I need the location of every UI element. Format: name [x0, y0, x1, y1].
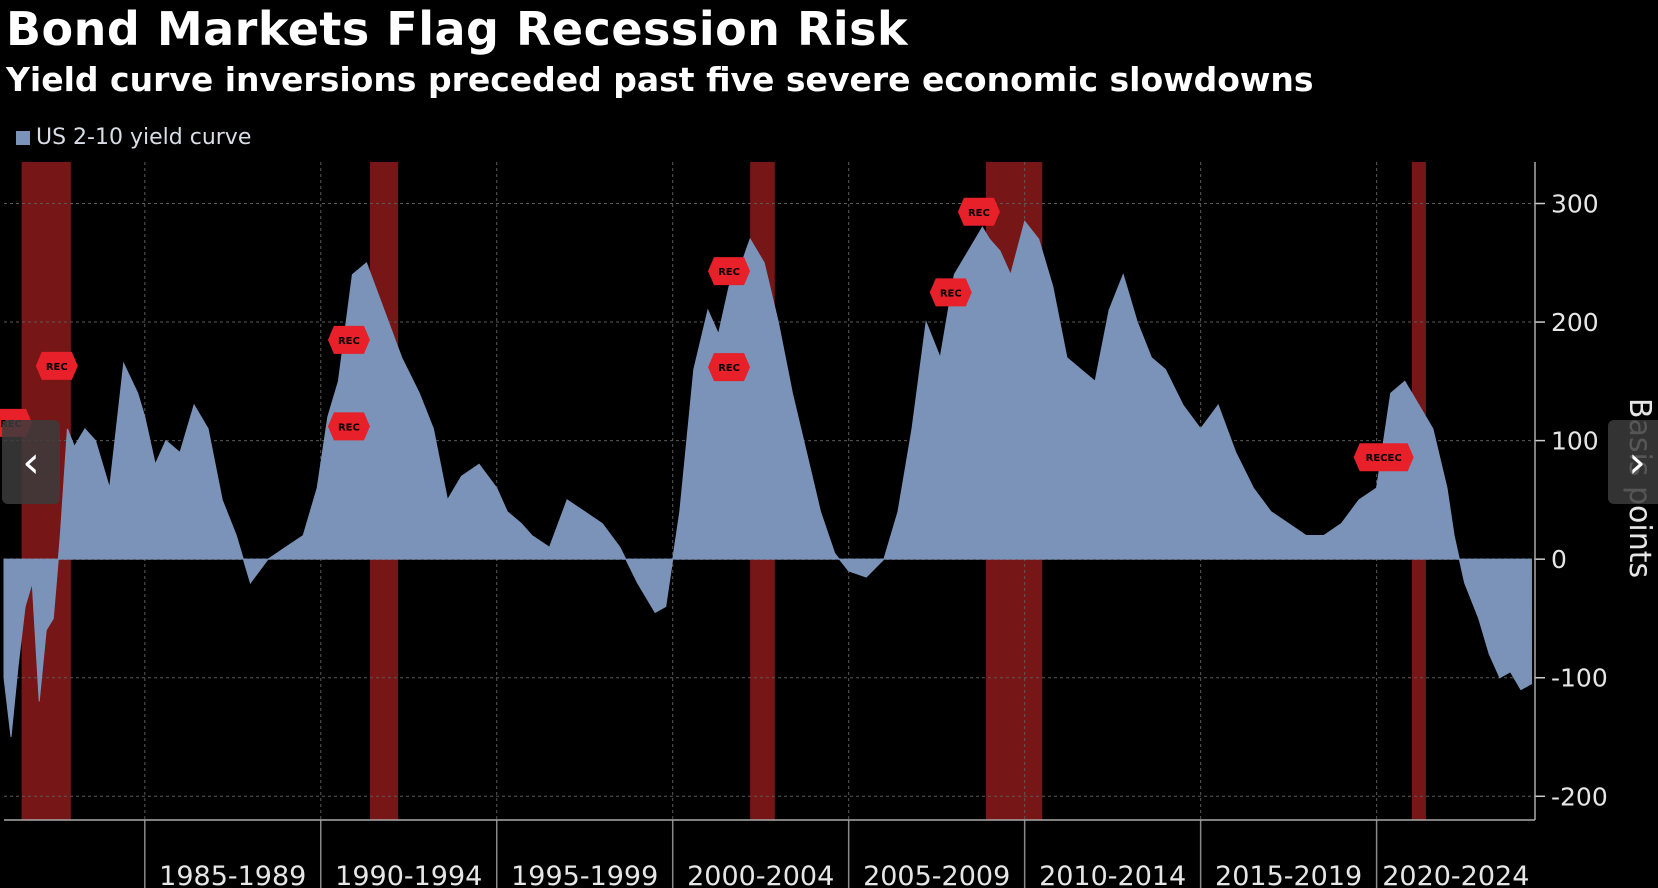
axes: 300 200 100 0 -100 -200 1985-1989 1990-1994 1995…	[4, 162, 1657, 888]
y-tick-label: -100	[1551, 664, 1608, 693]
rec-marker-label: REC	[968, 208, 990, 219]
rec-marker-label: REC	[718, 363, 740, 374]
chevron-right-icon[interactable]: ›	[1608, 420, 1658, 504]
rec-marker	[327, 412, 370, 441]
x-period-label: 2015-2019	[1215, 861, 1362, 888]
y-tick-label: -200	[1551, 782, 1608, 811]
rec-marker-label: REC	[46, 362, 68, 373]
rec-marker	[708, 257, 751, 286]
legend: US 2-10 yield curve	[16, 125, 251, 150]
rec-marker-label: REC	[940, 288, 962, 299]
chart-title: Bond Markets Flag Recession Risk	[6, 2, 909, 56]
x-period-label: 2000-2004	[687, 861, 834, 888]
y-tick-label: 200	[1551, 308, 1599, 337]
rec-marker	[957, 197, 1000, 226]
rec-marker	[1353, 443, 1414, 472]
rec-marker-label: REC	[338, 336, 360, 347]
x-period-label: 2005-2009	[863, 861, 1010, 888]
chevron-left-icon[interactable]: ‹	[2, 420, 60, 504]
y-tick-label: 100	[1551, 427, 1599, 456]
grid-lines	[4, 162, 1535, 820]
x-period-label: 1985-1989	[159, 861, 306, 888]
y-tick-label: 0	[1551, 545, 1567, 574]
y-tick-label: 300	[1551, 189, 1599, 218]
rec-marker-label: REC	[718, 267, 740, 278]
rec-marker-label: REC	[338, 422, 360, 433]
chart-subtitle: Yield curve inversions preceded past fiv…	[6, 60, 1314, 99]
rec-marker	[327, 325, 370, 354]
x-period-label: 1995-1999	[511, 861, 658, 888]
rec-marker	[708, 353, 751, 382]
rec-marker	[929, 278, 972, 307]
x-period-label: 1990-1994	[335, 861, 482, 888]
x-period-label: 2020-2024	[1382, 861, 1529, 888]
legend-swatch	[16, 130, 30, 145]
legend-label: US 2-10 yield curve	[36, 125, 252, 150]
x-period-label: 2010-2014	[1039, 861, 1186, 888]
rec-markers: RECRECRECRECRECRECRECRECRECEC	[0, 197, 1414, 472]
rec-marker	[35, 351, 78, 380]
rec-marker-label: RECEC	[1366, 453, 1402, 464]
